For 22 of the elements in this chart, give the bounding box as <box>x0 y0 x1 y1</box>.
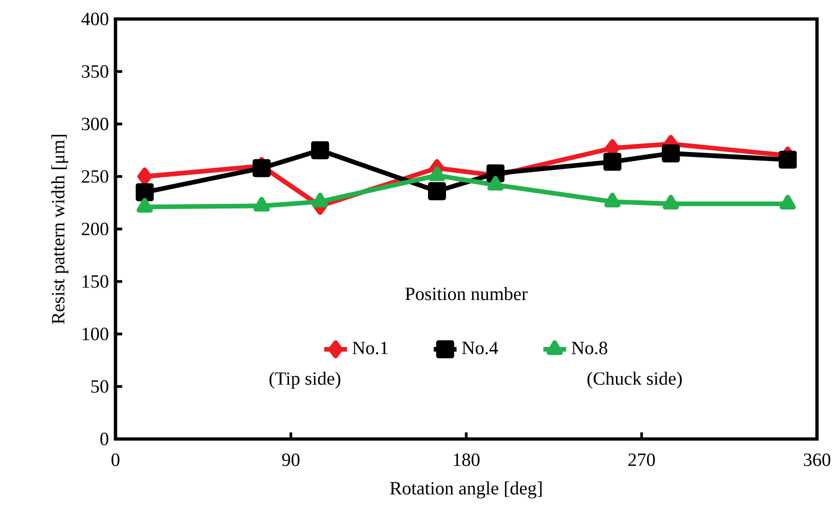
y-tick-label: 50 <box>91 380 108 393</box>
y-tick-label: 100 <box>82 328 108 340</box>
y-tick-label: 150 <box>82 275 108 288</box>
legend-label: No.4 <box>462 342 498 354</box>
x-tick-label: 270 <box>628 453 655 466</box>
y-tick-label: 200 <box>82 222 108 236</box>
y-axis-title: Resist pattern width [μm] <box>51 134 68 324</box>
x-tick-label: 90 <box>282 453 300 466</box>
x-axis-title: Rotation angle [deg] <box>390 481 542 498</box>
annotation: (Tip side) <box>270 372 340 389</box>
x-tick-label: 180 <box>454 453 480 466</box>
y-tick-label: 250 <box>82 170 108 183</box>
x-tick-label: 360 <box>804 453 830 466</box>
y-tick-label: 350 <box>82 65 108 78</box>
legend-label: No.1 <box>352 342 388 354</box>
y-tick-label: 0 <box>100 432 108 446</box>
x-tick-label: 0 <box>112 453 120 466</box>
y-tick-label: 300 <box>82 118 108 130</box>
legend-label: No.8 <box>572 342 608 354</box>
annotation: (Chuck side) <box>587 372 682 389</box>
y-tick-label: 400 <box>81 12 108 26</box>
legend-title: Position number <box>405 287 528 300</box>
